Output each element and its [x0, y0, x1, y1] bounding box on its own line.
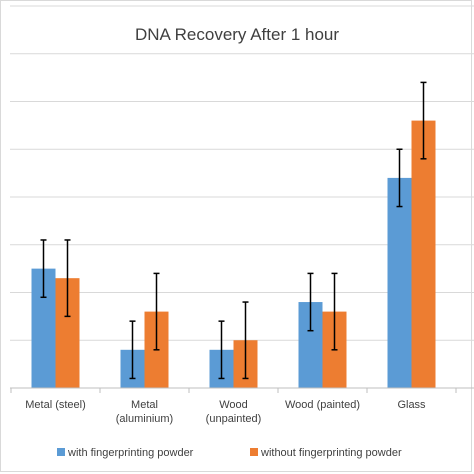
- x-tick-label: Metal (steel): [25, 399, 86, 411]
- bars: [31, 120, 436, 388]
- chart-title: DNA Recovery After 1 hour: [135, 25, 339, 44]
- x-tick-label: Metal: [131, 399, 158, 411]
- x-tick-label: (aluminium): [116, 413, 173, 425]
- legend: with fingerprinting powder without finger…: [57, 447, 402, 459]
- x-tick-label: Glass: [397, 399, 426, 411]
- legend-swatch: [250, 448, 258, 456]
- x-axis: Metal (steel) Metal (aluminium) Wood (unpain…: [10, 387, 474, 425]
- x-tick-label: Wood: [219, 399, 248, 411]
- x-tick-label: Wood (painted): [285, 399, 360, 411]
- x-tick-label: (unpainted): [206, 413, 262, 425]
- error-bars: [40, 81, 427, 380]
- legend-swatch: [57, 448, 65, 456]
- bar: [387, 177, 412, 388]
- legend-label: with fingerprinting powder: [67, 447, 194, 459]
- bar: [411, 120, 436, 388]
- legend-label: without fingerprinting powder: [260, 447, 402, 459]
